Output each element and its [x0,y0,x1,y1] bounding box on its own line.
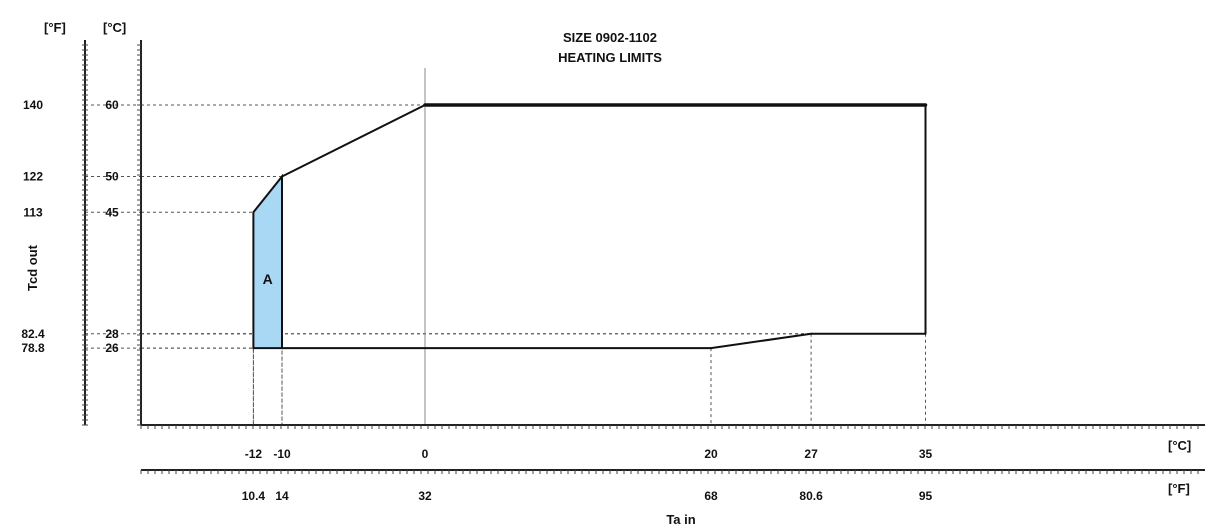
x-tick-label-f-2: 32 [418,489,432,503]
region-a-layer: A [252,173,283,350]
tick-marks [82,44,1199,474]
x-tick-label-f-3: 68 [704,489,718,503]
envelope-layer [281,103,928,350]
y-tick-label-c-2: 45 [105,205,119,219]
y-tick-label-c-1: 50 [105,170,119,184]
region-a [252,173,283,350]
x-axis-label: Ta in [666,512,695,527]
x-unit-f: [°F] [1168,481,1190,496]
y-tick-label-c-0: 60 [105,98,119,112]
chart-title: SIZE 0902-1102 [563,30,657,45]
y-axis-label: Tcd out [25,244,40,291]
region-a-label: A [263,271,273,287]
x-tick-label-f-1: 14 [275,489,289,503]
y-unit-c: [°C] [103,20,126,35]
y-tick-label-f-1: 122 [23,170,43,184]
y-tick-label-f-3: 82.4 [21,327,45,341]
envelope-edge-4 [710,332,813,350]
x-tick-label-c-0: -12 [245,447,263,461]
y-tick-label-f-4: 78.8 [21,341,45,355]
x-tick-label-f-5: 95 [919,489,933,503]
x-tick-label-c-4: 27 [804,447,818,461]
x-tick-label-f-4: 80.6 [799,489,823,503]
y-tick-label-f-2: 113 [23,205,43,219]
x-tick-label-c-5: 35 [919,447,933,461]
chart-subtitle: HEATING LIMITS [558,50,662,65]
y-unit-f: [°F] [44,20,66,35]
x-unit-c: [°C] [1168,438,1191,453]
x-tick-label-c-3: 20 [704,447,718,461]
y-tick-label-c-3: 28 [105,327,119,341]
x-tick-label-c-2: 0 [422,447,429,461]
envelope-edge-0 [281,104,426,178]
y-tick-label-c-4: 26 [105,341,119,355]
guide-lines [85,68,926,425]
chart-text: [°F] [°C] SIZE 0902-1102 HEATING LIMITS … [25,20,1191,527]
x-tick-label-c-1: -10 [273,447,291,461]
x-tick-label-f-0: 10.4 [242,489,266,503]
y-tick-label-f-0: 140 [23,98,43,112]
